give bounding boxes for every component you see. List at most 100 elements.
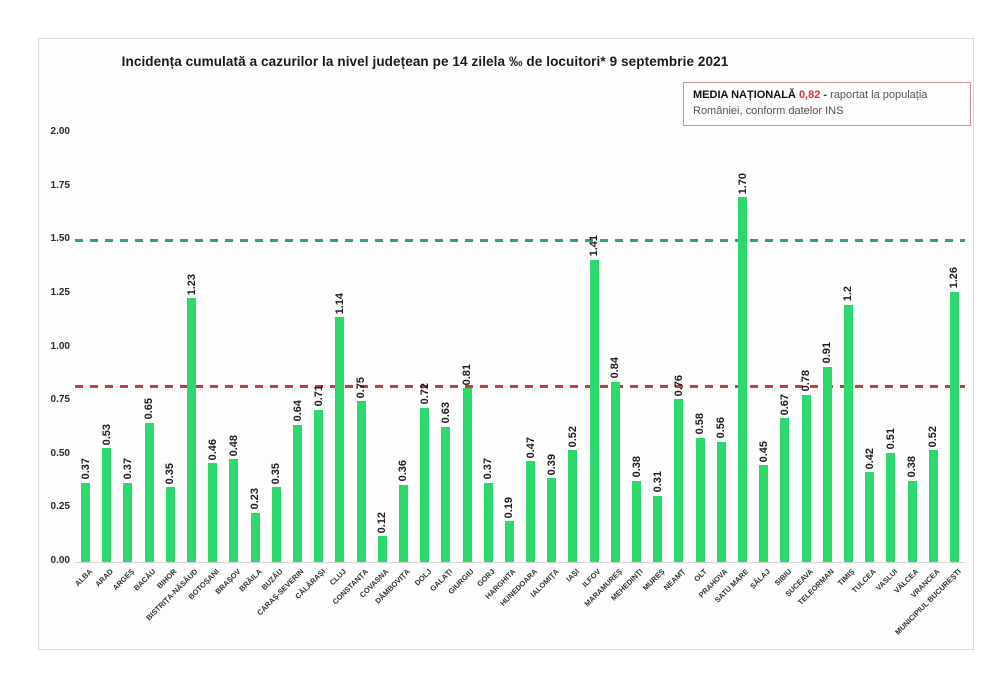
y-axis: 2.00 1.75 1.50 1.25 1.00 0.75 0.50 0.25 0.00 bbox=[38, 126, 70, 566]
bar bbox=[907, 480, 917, 562]
bar-value-label: 0.46 bbox=[206, 438, 219, 461]
bar-value-label: 0.65 bbox=[143, 398, 156, 420]
bar bbox=[865, 471, 875, 562]
y-axis-tick: 0.25 bbox=[50, 501, 70, 513]
bar-value-label: 1.23 bbox=[185, 273, 198, 296]
bar bbox=[187, 298, 197, 562]
bar-value-label: 0.23 bbox=[249, 488, 262, 510]
bar bbox=[335, 317, 345, 562]
bar bbox=[314, 409, 324, 562]
national-average-legend-box: MEDIA NAȚIONALĂ 0,82 - raportat la popul… bbox=[683, 82, 971, 126]
bar bbox=[589, 259, 599, 562]
bar bbox=[843, 304, 853, 562]
bar-value-label: 0.38 bbox=[630, 456, 643, 478]
bar-value-label: 0.48 bbox=[227, 434, 240, 457]
bar bbox=[377, 536, 387, 562]
bar bbox=[801, 394, 811, 562]
bar bbox=[123, 482, 133, 562]
bar bbox=[759, 465, 769, 562]
bar-value-label: 0.67 bbox=[778, 393, 791, 416]
bar-value-label: 0.51 bbox=[884, 428, 897, 450]
bar-value-label: 1.70 bbox=[736, 172, 749, 195]
bar-value-label: 0.78 bbox=[800, 370, 813, 392]
bar bbox=[504, 521, 514, 562]
bar-value-label: 0.38 bbox=[906, 456, 919, 478]
national-average-line bbox=[75, 384, 965, 388]
bar bbox=[483, 482, 493, 562]
bar-value-label: 0.31 bbox=[651, 471, 664, 493]
bar-value-label: 0.12 bbox=[376, 511, 389, 534]
bar bbox=[250, 512, 260, 562]
bar bbox=[674, 398, 684, 562]
bar bbox=[886, 452, 896, 562]
bar-value-label: 0.53 bbox=[100, 423, 113, 446]
bar-value-label: 0.35 bbox=[164, 462, 177, 484]
bar bbox=[81, 482, 91, 562]
bar bbox=[928, 450, 938, 562]
bar bbox=[547, 478, 557, 562]
bar-value-label: 1.41 bbox=[588, 235, 601, 257]
bar-value-label: 0.19 bbox=[503, 496, 516, 519]
bar-value-label: 0.37 bbox=[482, 458, 495, 480]
bar-value-label: 0.35 bbox=[270, 462, 283, 484]
bar bbox=[165, 486, 175, 562]
bar bbox=[632, 480, 642, 562]
bar bbox=[293, 424, 302, 562]
y-axis-tick: 1.75 bbox=[50, 179, 70, 191]
bar-value-label: 0.37 bbox=[121, 458, 134, 480]
bar-value-label: 0.72 bbox=[418, 383, 431, 405]
legend-value: 0,82 bbox=[798, 89, 821, 101]
y-axis-tick: 1.00 bbox=[50, 340, 70, 352]
bar bbox=[610, 381, 620, 562]
bar bbox=[822, 366, 832, 562]
bar bbox=[526, 461, 536, 562]
bar bbox=[144, 422, 154, 562]
y-axis-tick: 0.00 bbox=[50, 555, 70, 566]
y-axis-tick: 2.00 bbox=[50, 126, 70, 137]
bar bbox=[716, 441, 726, 562]
bar bbox=[420, 407, 430, 562]
bar-value-label: 0.47 bbox=[524, 436, 537, 459]
bar bbox=[398, 484, 408, 562]
bar-value-label: 0.36 bbox=[397, 460, 410, 482]
chart-title: Incidența cumulată a cazurilor la nivel … bbox=[121, 54, 729, 69]
bar-value-label: 0.52 bbox=[566, 426, 579, 448]
bar bbox=[271, 486, 281, 562]
bar bbox=[780, 418, 790, 562]
y-axis-tick: 1.50 bbox=[50, 233, 70, 245]
plot-area: 0.37 ALBA 0.53 ARAD 0.37 ARGEȘ 0.65 BACĂU 0.35 BI… bbox=[73, 133, 965, 637]
bar-value-label: 0.64 bbox=[291, 400, 304, 422]
bar-value-label: 0.76 bbox=[672, 374, 685, 396]
upper-threshold-line bbox=[75, 238, 965, 242]
legend-suffix: raportat la populația României, bbox=[693, 89, 928, 117]
bar bbox=[102, 448, 112, 562]
bar-value-label: 0.81 bbox=[461, 363, 474, 386]
bar bbox=[568, 450, 578, 562]
bar-value-label: 0.42 bbox=[863, 447, 876, 469]
y-axis-tick: 0.50 bbox=[50, 447, 70, 459]
bar bbox=[229, 459, 239, 562]
legend-dash: - bbox=[823, 89, 828, 101]
bar-value-label: 0.37 bbox=[79, 458, 92, 480]
bar-value-label: 0.71 bbox=[312, 385, 325, 407]
bar bbox=[738, 197, 747, 562]
bar-value-label: 0.58 bbox=[694, 413, 707, 435]
bar bbox=[356, 401, 366, 562]
x-axis-line bbox=[75, 562, 965, 563]
y-axis-tick: 0.75 bbox=[50, 394, 70, 406]
bar-value-label: 0.56 bbox=[715, 417, 728, 439]
bar-value-label: 0.84 bbox=[609, 357, 622, 379]
bar bbox=[949, 291, 959, 562]
bar-value-label: 0.63 bbox=[439, 402, 452, 424]
bar-value-label: 0.75 bbox=[355, 376, 368, 399]
legend-label: MEDIA NAȚIONALĂ bbox=[693, 89, 796, 101]
bar bbox=[695, 437, 705, 562]
bar-value-label: 0.45 bbox=[757, 441, 770, 463]
bar-value-label: 0.52 bbox=[927, 426, 940, 448]
bar-value-label: 1.26 bbox=[948, 267, 961, 289]
bar bbox=[208, 463, 218, 562]
bar-value-label: 1.2 bbox=[842, 286, 855, 302]
bar-value-label: 0.39 bbox=[545, 453, 558, 476]
bar bbox=[462, 388, 472, 562]
